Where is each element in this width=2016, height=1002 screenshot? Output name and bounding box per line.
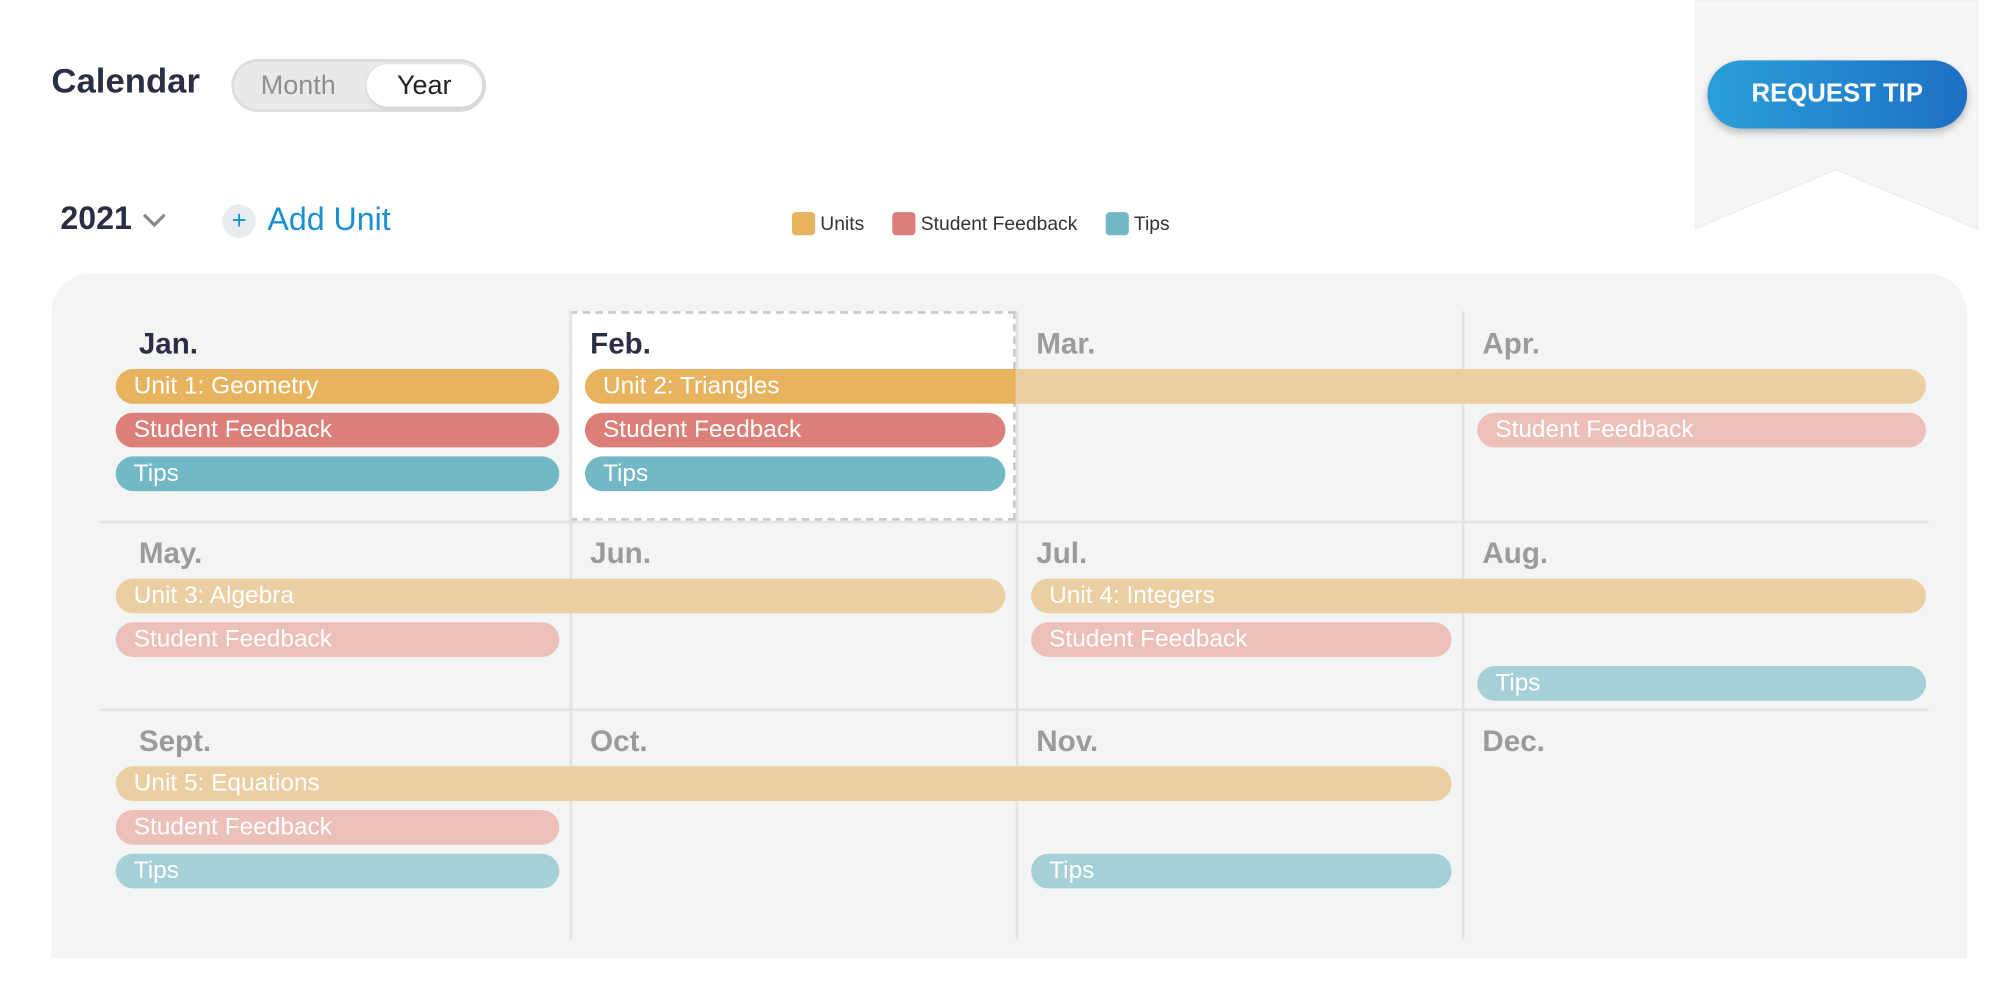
year: 2021: [60, 200, 132, 237]
month-label: Sept.: [138, 723, 212, 758]
request-tip-button[interactable]: REQUEST TIP: [1707, 60, 1968, 129]
event-bar[interactable]: Unit 1: Geometry: [115, 368, 560, 404]
plus-icon: +: [222, 203, 256, 238]
row-divider: [100, 520, 1929, 524]
legend-label: Student Feedback: [920, 212, 1078, 235]
add-unit[interactable]: + Add Unit: [222, 201, 391, 239]
month-label: Mar.: [1036, 326, 1096, 360]
legend-item: Tips: [1105, 212, 1170, 236]
year-select[interactable]: 2021: [60, 201, 166, 238]
column-divider: [1461, 311, 1465, 940]
month-label: Dec.: [1482, 723, 1545, 758]
event-bar[interactable]: Student Feedback: [115, 809, 560, 845]
month-label: May.: [138, 536, 203, 570]
month-label: Nov.: [1036, 723, 1099, 758]
month-label: Jan.: [138, 326, 199, 360]
event-bar[interactable]: Student Feedback: [115, 412, 560, 448]
view-toggle: Month Year: [231, 59, 486, 112]
event-bar[interactable]: Unit 5: Equations: [115, 766, 1452, 801]
column-divider: [1015, 311, 1019, 940]
legend-swatch: [892, 212, 916, 236]
event-bar[interactable]: Tips: [115, 456, 560, 492]
legend-item: Units: [791, 212, 865, 236]
add-unit-label: Add Unit: [267, 201, 391, 238]
event-bar[interactable]: Student Feedback: [115, 622, 560, 657]
event-bar[interactable]: Tips: [115, 853, 560, 889]
event-bar[interactable]: Unit 4: Integers: [1031, 578, 1926, 614]
event-bar-continued: [997, 368, 1926, 404]
month-label: Feb.: [590, 326, 651, 360]
month-label: Jun.: [590, 536, 651, 570]
column-divider: [569, 311, 573, 940]
event-bar[interactable]: Student Feedback: [1477, 412, 1926, 448]
month-label: Oct.: [590, 723, 648, 758]
event-bar[interactable]: Tips: [584, 456, 1006, 492]
event-bar[interactable]: Tips: [1031, 853, 1452, 889]
view-option[interactable]: Month: [260, 70, 336, 101]
month-label: Jul.: [1036, 536, 1088, 570]
event-bar[interactable]: Unit 3: Algebra: [115, 578, 1006, 614]
chevron: [142, 213, 166, 228]
month-label: Aug.: [1482, 536, 1549, 570]
legend-item: Student Feedback: [892, 212, 1078, 236]
legend: Units Student Feedback Tips: [791, 212, 1170, 236]
event-bar[interactable]: Student Feedback: [584, 412, 1006, 448]
legend-swatch: [791, 212, 816, 236]
event-bar[interactable]: Student Feedback: [1031, 622, 1452, 657]
page-title: Calendar: [51, 61, 200, 101]
event-bar[interactable]: Tips: [1477, 665, 1926, 701]
legend-label: Tips: [1133, 212, 1170, 235]
legend-swatch: [1105, 212, 1129, 236]
event-bar[interactable]: Unit 2: Triangles: [584, 368, 1016, 404]
view-option[interactable]: Year: [366, 64, 483, 107]
month-label: Apr.: [1482, 326, 1540, 360]
legend-label: Units: [820, 212, 865, 235]
row-divider: [100, 708, 1929, 711]
